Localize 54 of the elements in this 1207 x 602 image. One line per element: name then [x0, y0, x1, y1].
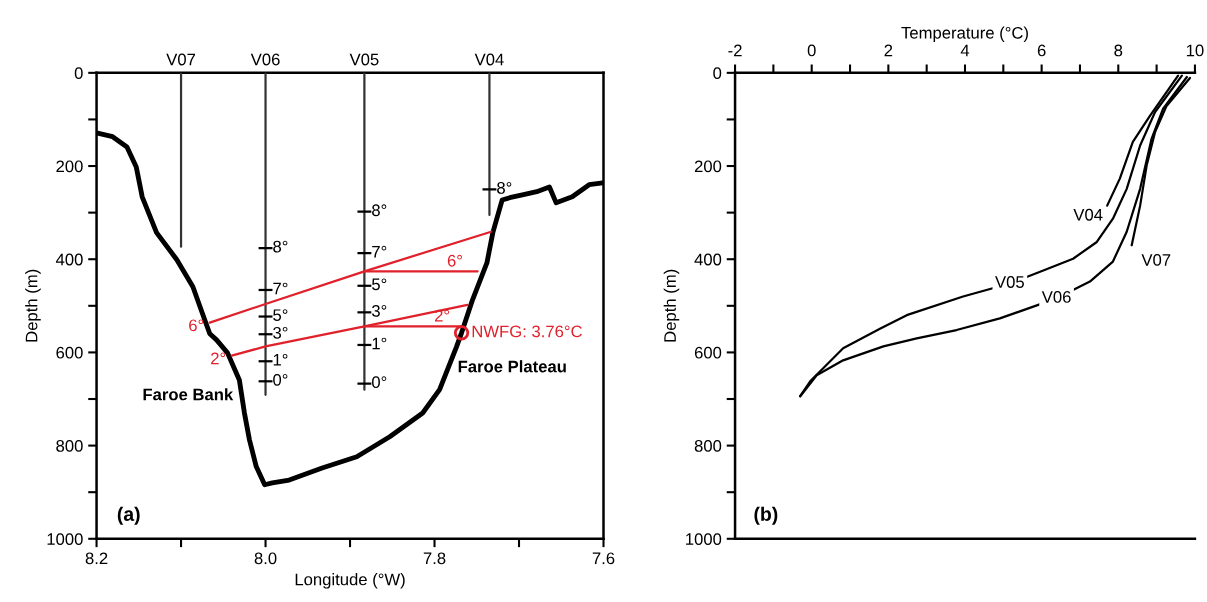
y-tick-label: 1000	[686, 533, 722, 545]
series-label: V06	[250, 53, 280, 66]
x2-axis-title: Temperature (°C)	[901, 26, 1028, 43]
annotation: 8°	[497, 182, 512, 194]
annotation: 7°	[372, 245, 387, 258]
series-label: V04	[474, 53, 504, 66]
y-tick-label: 400	[694, 253, 722, 266]
y-tick-label: 0	[74, 67, 83, 80]
x-tick-label: 6	[1037, 44, 1046, 57]
x-tick-label: 2	[884, 44, 893, 57]
x-tick-label: 7.8	[423, 552, 446, 565]
annotation: 5°	[372, 278, 387, 291]
series-label: V07	[166, 53, 196, 66]
x-tick-label: 8.0	[254, 552, 277, 565]
series-label: 2°	[211, 352, 226, 365]
y-tick-label: 200	[694, 160, 722, 173]
annotation: Faroe Bank	[143, 388, 234, 401]
x-tick-label: 4	[960, 44, 970, 57]
y-tick-label: 400	[55, 253, 83, 266]
annotation: 3°	[371, 305, 387, 317]
series-label: V07	[1141, 254, 1171, 266]
x-tick-label: 8	[1114, 44, 1123, 57]
y-tick-label: 1000	[47, 533, 83, 545]
x-tick-label: 7.6	[592, 552, 615, 565]
series-label: V04	[1073, 208, 1103, 221]
annotation: 0°	[371, 376, 387, 389]
series-label: 6°	[189, 319, 204, 332]
x-tick-label: 10	[1186, 44, 1204, 57]
annotation: 7°	[273, 282, 288, 295]
annotation: 1°	[273, 353, 288, 366]
x-tick-label: 0	[807, 44, 816, 57]
y-axis-title: Depth (m)	[663, 269, 680, 342]
annotation: 0°	[273, 373, 288, 386]
y-tick-label: 0	[713, 67, 722, 80]
annotation: (a)	[117, 506, 140, 525]
x-axis-title: Longitude (°W)	[295, 573, 405, 589]
series-label: NWFG: 3.76°C	[472, 325, 582, 338]
annotation: 3°	[273, 326, 288, 339]
annotation: Faroe Plateau	[458, 360, 566, 373]
annotation: (b)	[754, 506, 778, 525]
y-tick-label: 200	[56, 160, 83, 173]
y-tick-label: 600	[56, 346, 83, 359]
annotation: 5°	[273, 309, 288, 322]
y-tick-label: 800	[694, 440, 722, 452]
y-axis-title: Depth (m)	[25, 269, 41, 342]
y-tick-label: 800	[56, 440, 83, 452]
annotation: 8°	[273, 240, 288, 253]
x-tick-label: 8.2	[85, 552, 108, 565]
annotation: 8°	[372, 204, 387, 217]
annotation: 1°	[372, 337, 387, 350]
y-tick-label: 600	[694, 346, 722, 359]
series-label: V05	[349, 53, 379, 66]
series-label: 6°	[447, 254, 462, 267]
x-tick-label: -2	[728, 44, 742, 57]
